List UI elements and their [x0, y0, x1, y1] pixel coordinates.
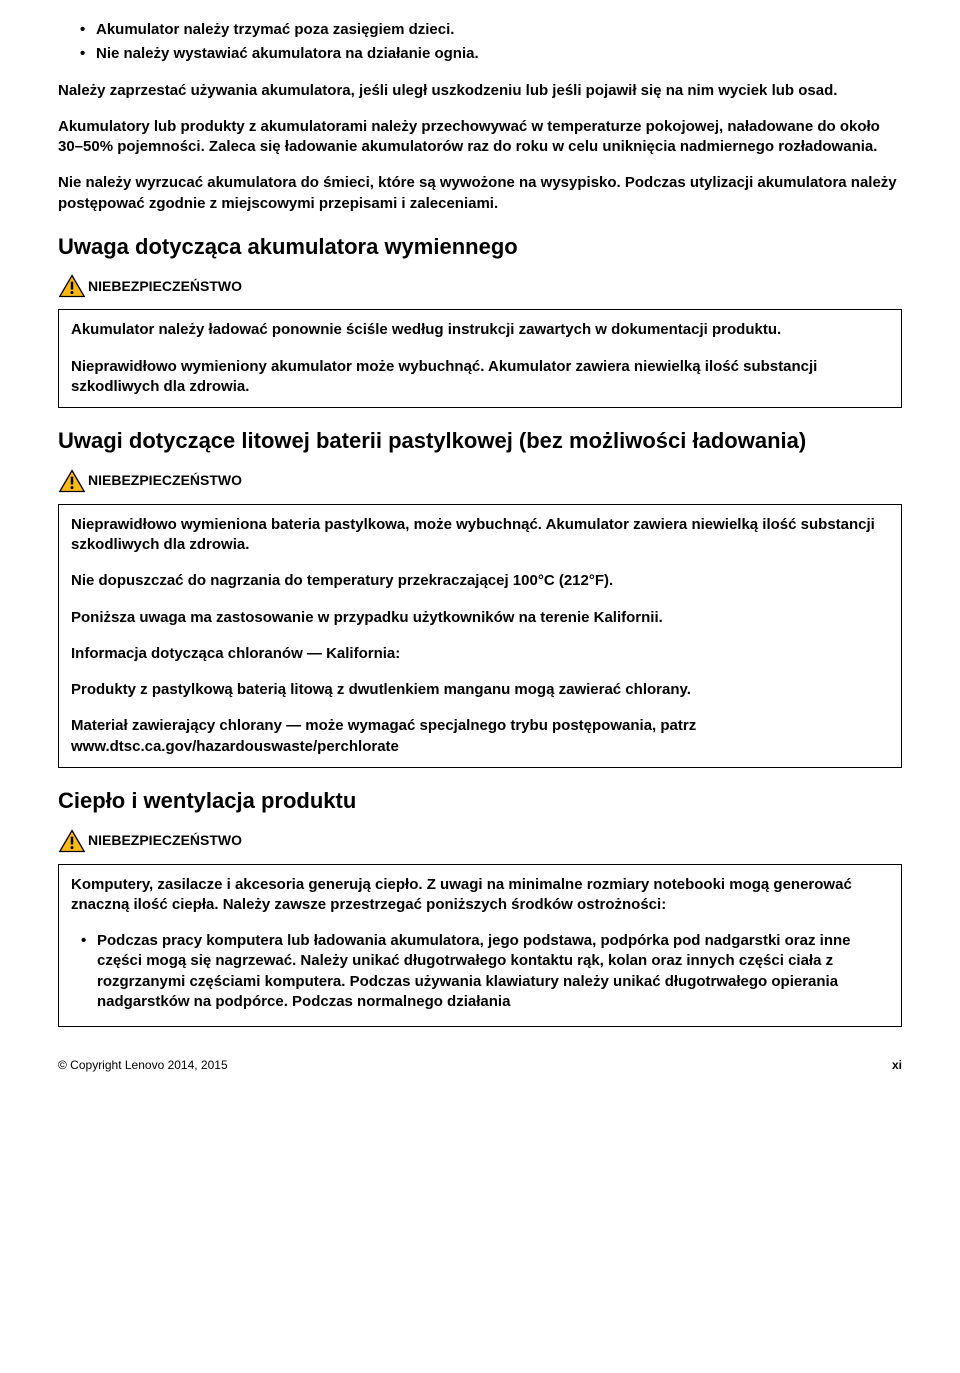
- section-heading: Uwaga dotycząca akumulatora wymiennego: [58, 232, 902, 262]
- bullet-item: Akumulator należy trzymać poza zasięgiem…: [80, 20, 902, 40]
- warning-box: Komputery, zasilacze i akcesoria generuj…: [58, 864, 902, 1028]
- page-number: xi: [892, 1057, 902, 1073]
- box-paragraph: Informacja dotycząca chloranów — Kalifor…: [71, 644, 889, 664]
- intro-bullet-list: Akumulator należy trzymać poza zasięgiem…: [80, 20, 902, 65]
- box-paragraph: Nieprawidłowo wymieniona bateria pastylk…: [71, 515, 889, 556]
- warning-box: Akumulator należy ładować ponownie ściśl…: [58, 309, 902, 408]
- box-paragraph: Nieprawidłowo wymieniony akumulator może…: [71, 357, 889, 398]
- bullet-item: Podczas pracy komputera lub ładowania ak…: [81, 931, 889, 1012]
- warning-triangle-icon: [58, 468, 86, 494]
- box-paragraph: Materiał zawierający chlorany — może wym…: [71, 716, 889, 757]
- section-heading: Ciepło i wentylacja produktu: [58, 786, 902, 816]
- warning-line: NIEBEZPIECZEŃSTWO: [58, 828, 902, 854]
- warning-triangle-icon: [58, 828, 86, 854]
- page-footer: © Copyright Lenovo 2014, 2015 xi: [58, 1057, 902, 1073]
- section-heading: Uwagi dotyczące litowej baterii pastylko…: [58, 426, 902, 456]
- box-bullet-list: Podczas pracy komputera lub ładowania ak…: [81, 931, 889, 1012]
- warning-box: Nieprawidłowo wymieniona bateria pastylk…: [58, 504, 902, 768]
- bullet-item: Nie należy wystawiać akumulatora na dzia…: [80, 44, 902, 64]
- intro-paragraph: Akumulatory lub produkty z akumulatorami…: [58, 117, 902, 158]
- intro-paragraph: Należy zaprzestać używania akumulatora, …: [58, 81, 902, 101]
- box-paragraph: Akumulator należy ładować ponownie ściśl…: [71, 320, 889, 340]
- warning-label: NIEBEZPIECZEŃSTWO: [88, 277, 242, 296]
- warning-label: NIEBEZPIECZEŃSTWO: [88, 471, 242, 490]
- copyright-text: © Copyright Lenovo 2014, 2015: [58, 1057, 228, 1073]
- warning-label: NIEBEZPIECZEŃSTWO: [88, 831, 242, 850]
- warning-triangle-icon: [58, 273, 86, 299]
- warning-line: NIEBEZPIECZEŃSTWO: [58, 468, 902, 494]
- box-intro-paragraph: Komputery, zasilacze i akcesoria generuj…: [71, 875, 889, 916]
- box-paragraph: Poniższa uwaga ma zastosowanie w przypad…: [71, 608, 889, 628]
- intro-paragraph: Nie należy wyrzucać akumulatora do śmiec…: [58, 173, 902, 214]
- box-paragraph: Produkty z pastylkową baterią litową z d…: [71, 680, 889, 700]
- warning-line: NIEBEZPIECZEŃSTWO: [58, 273, 902, 299]
- box-paragraph: Nie dopuszczać do nagrzania do temperatu…: [71, 571, 889, 591]
